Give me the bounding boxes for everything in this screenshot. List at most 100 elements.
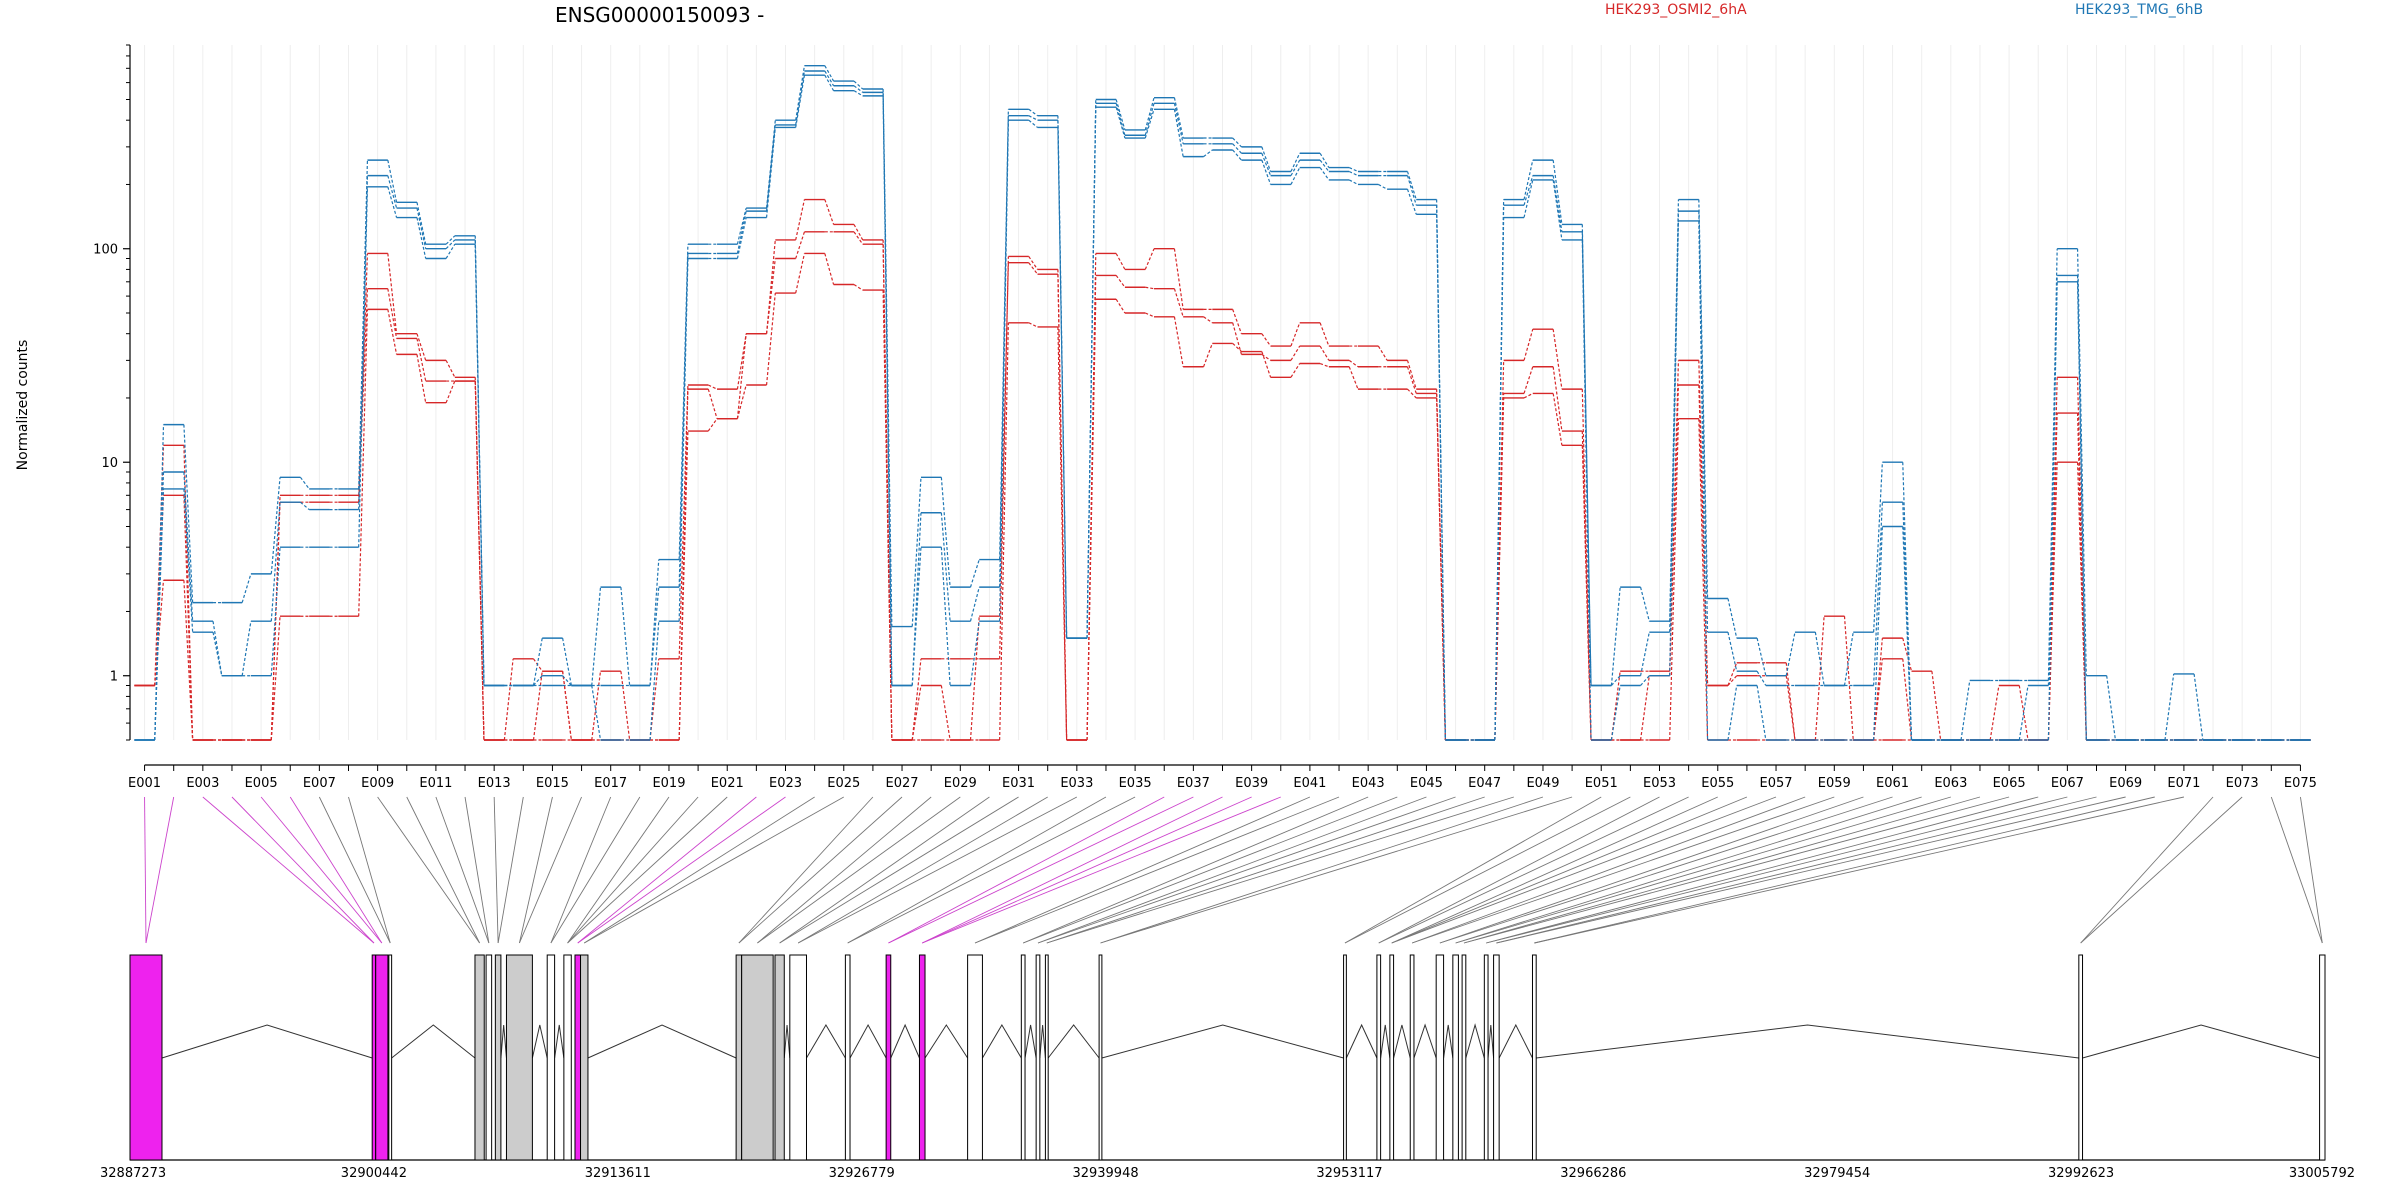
connector-e029 bbox=[757, 796, 961, 944]
series-connector bbox=[1873, 526, 1883, 741]
connector-e067 bbox=[1486, 796, 2068, 944]
series-connector bbox=[1785, 632, 1796, 676]
series-connector bbox=[1902, 658, 1913, 741]
series-connector bbox=[1989, 685, 2000, 741]
series-connector bbox=[2193, 673, 2204, 741]
intron-line bbox=[1536, 1024, 2079, 1059]
series-connector bbox=[1756, 637, 1767, 676]
exon-box bbox=[580, 954, 589, 1161]
series-connector bbox=[387, 288, 398, 339]
series-connector bbox=[1785, 662, 1796, 741]
series-connector bbox=[1115, 253, 1126, 270]
y-axis-label: Normalized counts bbox=[15, 340, 31, 471]
series-connector bbox=[1756, 670, 1767, 686]
connector-e014 bbox=[497, 796, 524, 944]
x-tick-label-e045: E045 bbox=[1410, 776, 1443, 791]
series-connector bbox=[824, 199, 835, 225]
connector-e002 bbox=[145, 796, 175, 944]
series-connector bbox=[591, 587, 602, 686]
series-connector bbox=[241, 573, 252, 603]
series-connector bbox=[1436, 214, 1446, 741]
x-tick-label-e033: E033 bbox=[1060, 776, 1093, 791]
series-connector bbox=[1115, 103, 1126, 136]
series-connector bbox=[1319, 159, 1330, 172]
intron-line bbox=[1465, 1023, 1485, 1059]
series-connector bbox=[1232, 322, 1243, 355]
series-connector bbox=[2047, 275, 2058, 686]
series-connector bbox=[853, 80, 864, 90]
series-connector bbox=[1115, 298, 1126, 314]
series-connector bbox=[1669, 418, 1680, 741]
series-connector bbox=[1552, 366, 1563, 432]
series-connector bbox=[969, 586, 980, 622]
series-connector bbox=[387, 253, 398, 334]
series-connector bbox=[1261, 333, 1272, 347]
series-connector bbox=[591, 671, 602, 741]
series-connector bbox=[911, 685, 922, 741]
coordinate-tick-label: 33005792 bbox=[2289, 1166, 2355, 1181]
series-connector bbox=[1144, 97, 1155, 131]
series-connector bbox=[1203, 343, 1213, 367]
connector-e003 bbox=[202, 796, 375, 944]
connector-e005 bbox=[260, 796, 383, 944]
exon-box bbox=[1452, 954, 1459, 1161]
connector-e010 bbox=[406, 796, 481, 944]
series-connector bbox=[1610, 587, 1621, 686]
series-connector bbox=[882, 92, 893, 686]
series-connector bbox=[620, 671, 631, 741]
connector-e012 bbox=[464, 796, 490, 944]
x-tick-label-e057: E057 bbox=[1760, 776, 1793, 791]
series-line-hek293-tmg-6hb-5 bbox=[134, 74, 2311, 741]
series-connector bbox=[1319, 345, 1330, 361]
x-tick-label-e051: E051 bbox=[1585, 776, 1618, 791]
connector-e022 bbox=[577, 796, 757, 944]
series-connector bbox=[416, 333, 427, 361]
series-connector bbox=[241, 621, 252, 676]
series-connector bbox=[1115, 275, 1126, 288]
series-connector bbox=[1261, 146, 1272, 172]
series-connector bbox=[1581, 239, 1592, 741]
connector-e009 bbox=[377, 796, 480, 944]
series-connector bbox=[853, 224, 864, 241]
series-connector bbox=[183, 495, 194, 741]
x-tick-label-e053: E053 bbox=[1643, 776, 1676, 791]
series-connector bbox=[1028, 262, 1038, 275]
series-connector bbox=[853, 283, 864, 291]
coordinate-tick-label: 32913611 bbox=[585, 1166, 651, 1181]
x-tick-label-e029: E029 bbox=[944, 776, 977, 791]
series-connector bbox=[1407, 388, 1417, 399]
x-tick-label-e003: E003 bbox=[186, 776, 219, 791]
connector-e001 bbox=[144, 796, 147, 944]
series-connector bbox=[1406, 366, 1417, 394]
series-connector bbox=[736, 211, 747, 254]
series-connector bbox=[1232, 149, 1242, 161]
series-connector bbox=[503, 658, 514, 741]
series-connector bbox=[1028, 256, 1039, 270]
series-connector bbox=[1902, 526, 1913, 741]
series-connector bbox=[1232, 143, 1242, 154]
series-connector bbox=[416, 354, 427, 403]
series-connector bbox=[1145, 312, 1155, 318]
series-connector bbox=[1290, 345, 1301, 361]
exon-box bbox=[1493, 954, 1500, 1161]
series-connector bbox=[2018, 685, 2029, 741]
connector-e063 bbox=[1455, 796, 1951, 944]
intron-line bbox=[500, 1024, 507, 1059]
series-connector bbox=[795, 70, 806, 126]
series-connector bbox=[1552, 329, 1563, 390]
series-connector bbox=[824, 253, 835, 285]
connector-e030 bbox=[779, 796, 990, 944]
series-connector bbox=[1173, 248, 1184, 310]
series-connector bbox=[1406, 171, 1417, 200]
x-tick-label-e007: E007 bbox=[303, 776, 336, 791]
y-tick-label: 100 bbox=[93, 243, 118, 258]
connector-e062 bbox=[1455, 796, 1922, 944]
series-connector bbox=[358, 309, 369, 617]
series-connector bbox=[824, 70, 835, 87]
x-tick-label-e001: E001 bbox=[128, 776, 161, 791]
series-connector bbox=[1173, 316, 1184, 367]
series-connector bbox=[1552, 179, 1563, 240]
series-connector bbox=[940, 685, 951, 741]
connector-e008 bbox=[348, 796, 391, 944]
intron-line bbox=[849, 1023, 887, 1059]
